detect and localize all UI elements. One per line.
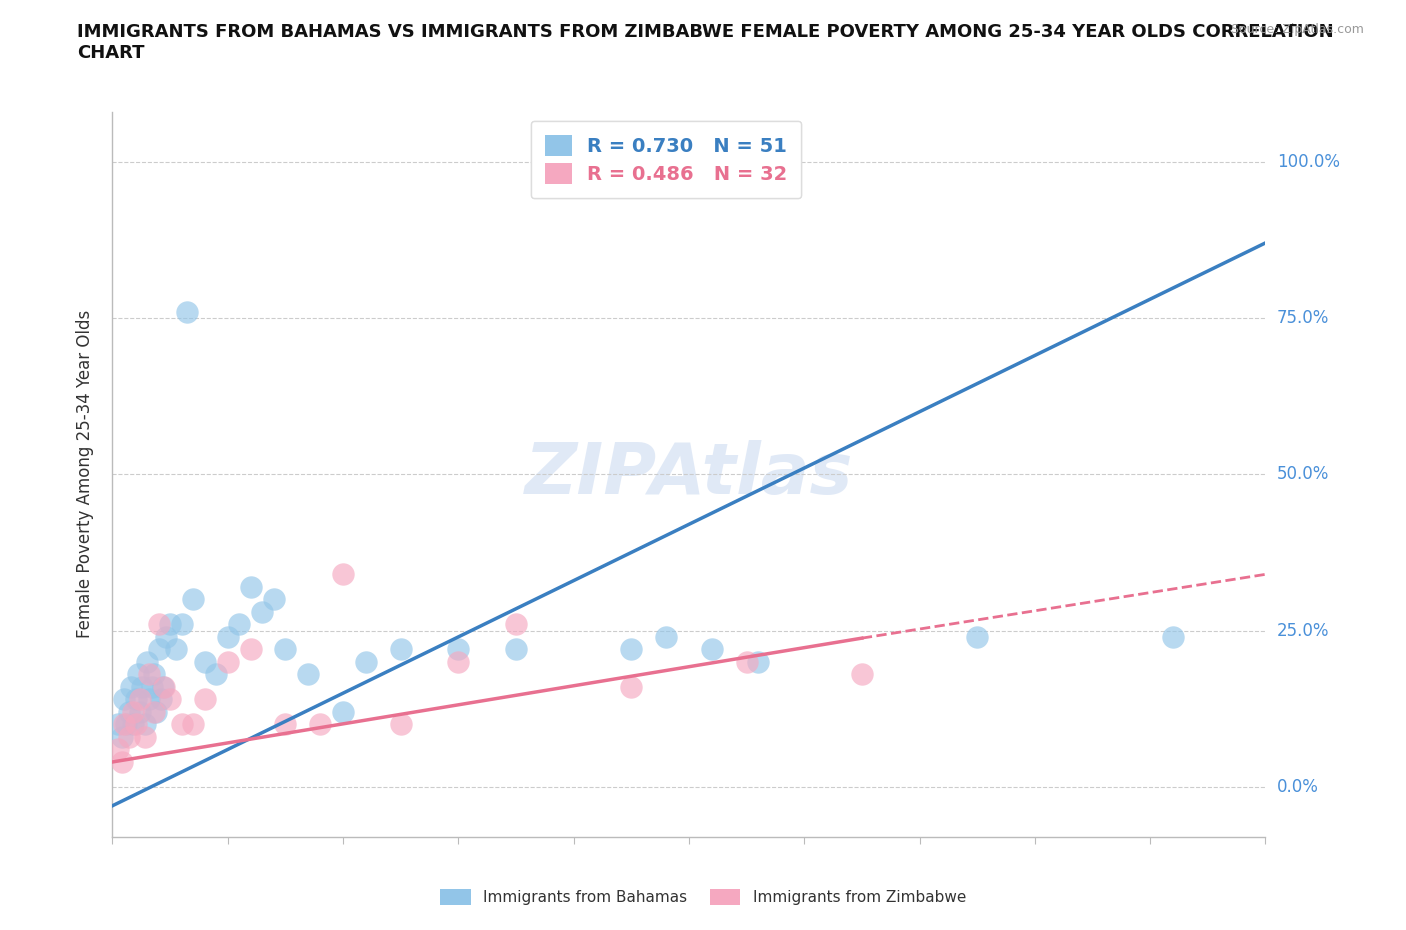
Point — [127, 667, 149, 682]
Point — [112, 717, 135, 732]
Text: 75.0%: 75.0% — [1277, 309, 1329, 327]
Point — [131, 680, 153, 695]
Point — [129, 692, 152, 707]
Point — [217, 655, 239, 670]
Point — [129, 705, 152, 720]
Point — [447, 655, 470, 670]
Point — [505, 642, 527, 657]
Point — [274, 642, 297, 657]
Point — [747, 655, 769, 670]
Point — [143, 667, 166, 682]
Point — [115, 717, 138, 732]
Point — [194, 692, 217, 707]
Point — [274, 717, 297, 732]
Point — [111, 754, 134, 769]
Point — [124, 692, 146, 707]
Point — [252, 604, 274, 619]
Point — [389, 642, 412, 657]
Point — [122, 705, 145, 720]
Point — [263, 591, 285, 606]
Point — [205, 667, 228, 682]
Text: Source: ZipAtlas.com: Source: ZipAtlas.com — [1230, 23, 1364, 36]
Point — [447, 642, 470, 657]
Point — [176, 304, 198, 319]
Point — [239, 642, 262, 657]
Point — [309, 717, 332, 732]
Point — [117, 729, 139, 744]
Point — [165, 642, 187, 657]
Point — [735, 655, 758, 670]
Point — [138, 667, 160, 682]
Point — [134, 729, 156, 744]
Point — [239, 579, 262, 594]
Point — [966, 630, 988, 644]
Point — [332, 567, 354, 582]
Point — [170, 617, 193, 631]
Point — [1161, 630, 1184, 644]
Point — [228, 617, 250, 631]
Text: 100.0%: 100.0% — [1277, 153, 1340, 170]
Point — [389, 717, 412, 732]
Point — [655, 630, 678, 644]
Point — [145, 705, 167, 720]
Point — [194, 655, 217, 670]
Point — [112, 692, 135, 707]
Point — [153, 680, 176, 695]
Point — [332, 705, 354, 720]
Point — [149, 692, 172, 707]
Point — [620, 642, 643, 657]
Text: 0.0%: 0.0% — [1277, 778, 1319, 796]
Point — [134, 717, 156, 732]
Text: ZIPAtlas: ZIPAtlas — [524, 440, 853, 509]
Point — [148, 642, 170, 657]
Point — [170, 717, 193, 732]
Legend: R = 0.730   N = 51, R = 0.486   N = 32: R = 0.730 N = 51, R = 0.486 N = 32 — [530, 121, 801, 198]
Point — [143, 705, 166, 720]
Point — [620, 680, 643, 695]
Point — [117, 705, 139, 720]
Y-axis label: Female Poverty Among 25-34 Year Olds: Female Poverty Among 25-34 Year Olds — [76, 311, 94, 638]
Point — [124, 717, 146, 732]
Point — [159, 617, 181, 631]
Text: 50.0%: 50.0% — [1277, 465, 1329, 484]
Point — [122, 717, 145, 732]
Legend: Immigrants from Bahamas, Immigrants from Zimbabwe: Immigrants from Bahamas, Immigrants from… — [433, 882, 973, 913]
Point — [141, 680, 163, 695]
Text: IMMIGRANTS FROM BAHAMAS VS IMMIGRANTS FROM ZIMBABWE FEMALE POVERTY AMONG 25-34 Y: IMMIGRANTS FROM BAHAMAS VS IMMIGRANTS FR… — [77, 23, 1334, 62]
Point — [217, 630, 239, 644]
Point — [851, 667, 873, 682]
Point — [181, 591, 204, 606]
Point — [107, 742, 129, 757]
Point — [138, 692, 160, 707]
Point — [505, 617, 527, 631]
Point — [354, 655, 377, 670]
Point — [700, 642, 723, 657]
Point — [181, 717, 204, 732]
Point — [159, 692, 181, 707]
Point — [111, 729, 134, 744]
Point — [152, 680, 174, 695]
Point — [107, 717, 129, 732]
Point — [155, 630, 177, 644]
Point — [136, 655, 159, 670]
Point — [297, 667, 319, 682]
Point — [148, 617, 170, 631]
Point — [120, 680, 142, 695]
Text: 25.0%: 25.0% — [1277, 621, 1330, 640]
